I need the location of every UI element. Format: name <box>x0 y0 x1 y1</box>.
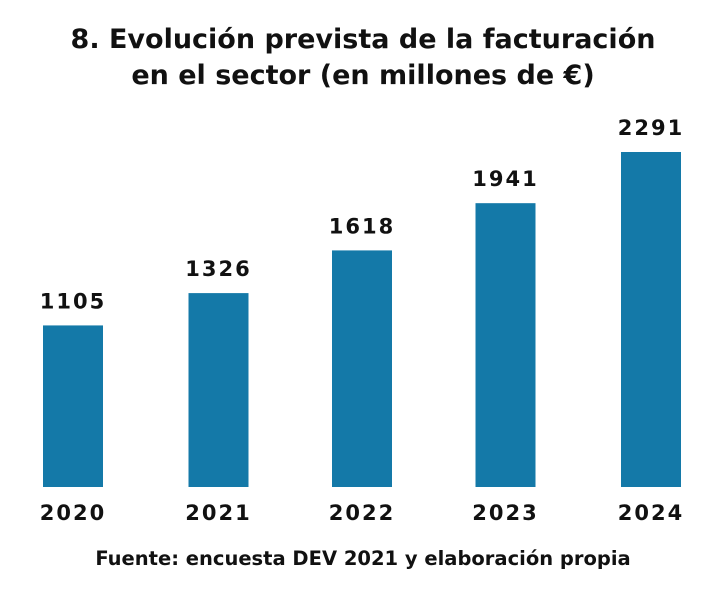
data-label-2023: 1941 <box>472 167 538 191</box>
x-tick-label-2020: 2020 <box>40 501 106 525</box>
bar-2024 <box>621 152 681 487</box>
chart-source: Fuente: encuesta DEV 2021 y elaboración … <box>95 547 631 570</box>
chart-title-line-2: en el sector (en millones de €) <box>131 60 595 91</box>
bar-chart: 1105 2020 1326 2021 1618 2022 1941 2023 2291 2024 <box>40 116 684 525</box>
data-label-2022: 1618 <box>329 214 395 238</box>
x-tick-label-2024: 2024 <box>618 501 684 525</box>
bar-2020 <box>43 325 103 487</box>
chart-title-line-1: 8. Evolución prevista de la facturación <box>70 24 656 55</box>
bar-2021 <box>188 293 249 487</box>
data-label-2024: 2291 <box>618 116 684 140</box>
bar-2022 <box>332 250 392 487</box>
x-tick-label-2021: 2021 <box>185 501 251 525</box>
x-tick-label-2023: 2023 <box>472 501 538 525</box>
data-label-2021: 1326 <box>185 257 251 281</box>
data-label-2020: 1105 <box>40 289 106 313</box>
chart-title: 8. Evolución prevista de la facturación … <box>0 22 726 94</box>
bar-2023 <box>475 203 536 487</box>
x-tick-label-2022: 2022 <box>329 501 395 525</box>
